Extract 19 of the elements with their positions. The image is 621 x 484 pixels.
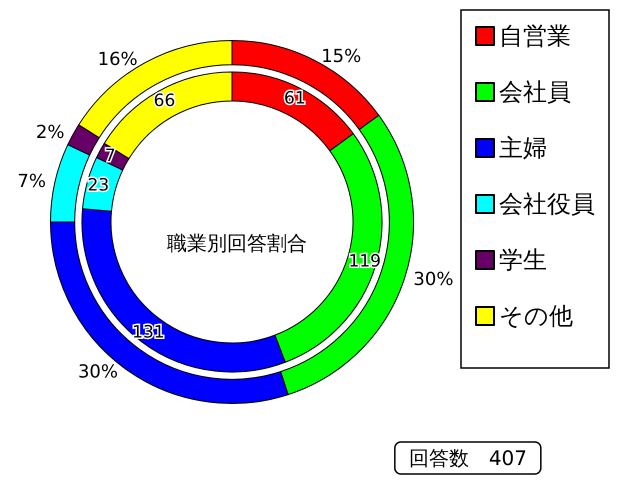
text: 職業別回答割合 [167,231,307,255]
data-label: 66 [154,91,176,112]
legend-label: 会社員 [499,78,571,106]
legend-label: 学生 [499,246,547,274]
text: 回答数 407 [408,446,528,470]
data-label: 15% [321,46,362,68]
legend-label: 主婦 [499,134,547,162]
data-label: 16% [98,48,138,70]
data-label: 7% [17,171,46,192]
data-label: 2% [36,122,64,144]
data-label: 30% [413,268,454,290]
data-label: 30% [78,362,118,383]
legend-label: その他 [499,302,573,330]
legend-label: 会社役員 [499,190,595,218]
data-label: 131 [132,322,165,342]
data-label: 23 [88,176,110,196]
data-label: 7 [104,146,116,166]
data-label: 61 [284,88,306,109]
legend-label: 自営業 [499,22,571,50]
